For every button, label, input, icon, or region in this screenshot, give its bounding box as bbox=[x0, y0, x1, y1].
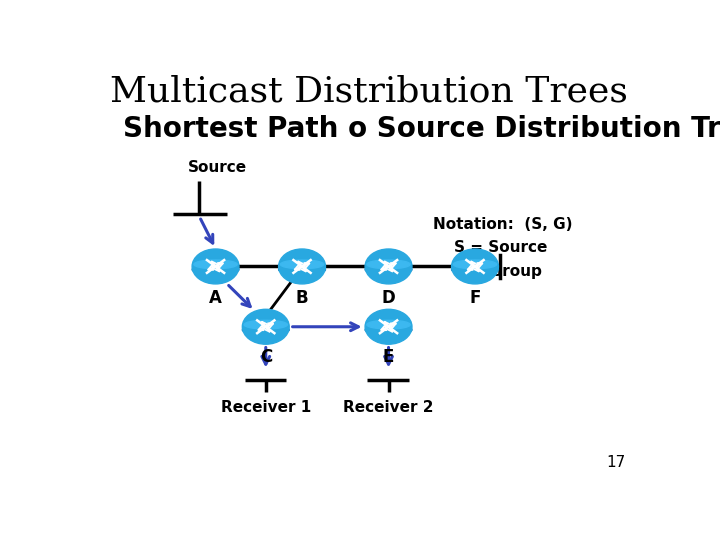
Ellipse shape bbox=[365, 325, 412, 335]
Circle shape bbox=[451, 249, 498, 284]
Ellipse shape bbox=[194, 260, 237, 269]
Text: Receiver 1: Receiver 1 bbox=[220, 400, 311, 415]
Ellipse shape bbox=[367, 320, 410, 329]
Ellipse shape bbox=[244, 320, 287, 329]
Ellipse shape bbox=[451, 265, 498, 274]
Text: 17: 17 bbox=[606, 455, 626, 470]
Ellipse shape bbox=[367, 260, 410, 269]
Circle shape bbox=[279, 249, 325, 284]
Circle shape bbox=[243, 309, 289, 344]
Text: E: E bbox=[383, 348, 395, 366]
Text: D: D bbox=[382, 288, 395, 307]
Ellipse shape bbox=[279, 265, 325, 274]
Ellipse shape bbox=[192, 265, 239, 274]
Text: Shortest Path o Source Distribution Tree: Shortest Path o Source Distribution Tree bbox=[124, 115, 720, 143]
Circle shape bbox=[365, 249, 412, 284]
Text: Receiver 2: Receiver 2 bbox=[343, 400, 433, 415]
Text: Multicast Distribution Trees: Multicast Distribution Trees bbox=[110, 75, 628, 109]
Text: F: F bbox=[469, 288, 481, 307]
Text: B: B bbox=[296, 288, 308, 307]
Text: Source: Source bbox=[188, 160, 247, 175]
Ellipse shape bbox=[365, 265, 412, 274]
Text: A: A bbox=[209, 288, 222, 307]
Circle shape bbox=[365, 309, 412, 344]
Text: Notation:  (S, G)
    S = Source
    G = Group: Notation: (S, G) S = Source G = Group bbox=[433, 217, 572, 279]
Text: C: C bbox=[260, 348, 272, 366]
Ellipse shape bbox=[243, 325, 289, 335]
Ellipse shape bbox=[280, 260, 324, 269]
Ellipse shape bbox=[454, 260, 497, 269]
Circle shape bbox=[192, 249, 239, 284]
